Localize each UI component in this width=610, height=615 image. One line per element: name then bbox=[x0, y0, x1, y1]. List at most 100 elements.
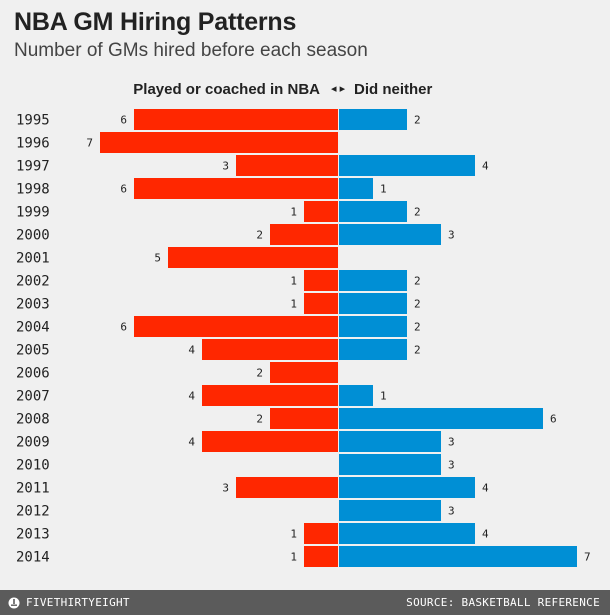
value-label-did-neither: 2 bbox=[414, 206, 421, 219]
bar-played-coached bbox=[304, 546, 338, 567]
year-label: 2008 bbox=[16, 412, 50, 428]
bar-did-neither bbox=[339, 201, 407, 222]
year-label: 2013 bbox=[16, 527, 50, 543]
year-label: 1995 bbox=[16, 113, 50, 129]
value-label-did-neither: 1 bbox=[380, 390, 387, 403]
bar-played-coached bbox=[236, 155, 338, 176]
year-label: 2005 bbox=[16, 343, 50, 359]
value-label-played-coached: 6 bbox=[120, 183, 127, 196]
value-label-played-coached: 4 bbox=[188, 390, 195, 403]
legend-right-label: Did neither bbox=[354, 81, 433, 98]
bar-chart: 1995 6 2 1996 7 1997 3 4 1998 6 1 1999 1 2 2000 2 3 2001 5… bbox=[16, 109, 591, 567]
bar-played-coached bbox=[270, 408, 338, 429]
fivethirtyeight-logo-icon bbox=[8, 597, 20, 608]
value-label-did-neither: 1 bbox=[380, 183, 387, 196]
bar-did-neither bbox=[339, 109, 407, 130]
year-label: 2000 bbox=[16, 228, 50, 244]
value-label-played-coached: 2 bbox=[256, 229, 263, 242]
bar-played-coached bbox=[134, 178, 338, 199]
bar-did-neither bbox=[339, 500, 441, 521]
value-label-played-coached: 2 bbox=[256, 367, 263, 380]
year-label: 2007 bbox=[16, 389, 50, 405]
value-label-played-coached: 1 bbox=[290, 551, 297, 564]
value-label-played-coached: 6 bbox=[120, 321, 127, 334]
year-label: 2012 bbox=[16, 504, 50, 520]
brand: FIVETHIRTYEIGHT bbox=[8, 596, 130, 609]
footer-bar: FIVETHIRTYEIGHT SOURCE: BASKETBALL REFER… bbox=[0, 590, 610, 615]
value-label-played-coached: 4 bbox=[188, 436, 195, 449]
year-label: 2006 bbox=[16, 366, 50, 382]
bar-did-neither bbox=[339, 431, 441, 452]
chart-title: NBA GM Hiring Patterns bbox=[14, 8, 297, 36]
bar-did-neither bbox=[339, 454, 441, 475]
legend-arrows-icon: ◂ ▸ bbox=[331, 83, 346, 95]
value-label-did-neither: 3 bbox=[448, 505, 455, 518]
legend-left-label: Played or coached in NBA bbox=[133, 81, 320, 98]
bar-did-neither bbox=[339, 155, 475, 176]
bar-played-coached bbox=[168, 247, 338, 268]
bar-did-neither bbox=[339, 224, 441, 245]
value-label-did-neither: 2 bbox=[414, 344, 421, 357]
bar-played-coached bbox=[304, 523, 338, 544]
value-label-played-coached: 5 bbox=[154, 252, 161, 265]
value-label-did-neither: 4 bbox=[482, 160, 489, 173]
value-label-did-neither: 2 bbox=[414, 298, 421, 311]
year-label: 2009 bbox=[16, 435, 50, 451]
brand-name: FIVETHIRTYEIGHT bbox=[26, 596, 130, 609]
year-label: 1997 bbox=[16, 159, 50, 175]
bar-did-neither bbox=[339, 477, 475, 498]
source-note: SOURCE: BASKETBALL REFERENCE bbox=[406, 596, 600, 609]
year-label: 2004 bbox=[16, 320, 50, 336]
chart-subtitle: Number of GMs hired before each season bbox=[14, 40, 368, 61]
value-label-played-coached: 4 bbox=[188, 344, 195, 357]
value-label-did-neither: 3 bbox=[448, 436, 455, 449]
value-label-played-coached: 3 bbox=[222, 482, 229, 495]
value-label-did-neither: 2 bbox=[414, 275, 421, 288]
bar-played-coached bbox=[236, 477, 338, 498]
value-label-played-coached: 6 bbox=[120, 114, 127, 127]
value-label-played-coached: 1 bbox=[290, 298, 297, 311]
value-label-did-neither: 3 bbox=[448, 459, 455, 472]
year-label: 2014 bbox=[16, 550, 50, 566]
bar-did-neither bbox=[339, 546, 577, 567]
bar-played-coached bbox=[202, 431, 338, 452]
bar-played-coached bbox=[270, 224, 338, 245]
value-label-played-coached: 7 bbox=[86, 137, 93, 150]
value-label-did-neither: 2 bbox=[414, 114, 421, 127]
value-label-did-neither: 4 bbox=[482, 528, 489, 541]
year-label: 1999 bbox=[16, 205, 50, 221]
value-label-played-coached: 1 bbox=[290, 206, 297, 219]
year-label: 1998 bbox=[16, 182, 50, 198]
bar-played-coached bbox=[134, 109, 338, 130]
bar-did-neither bbox=[339, 523, 475, 544]
value-label-did-neither: 3 bbox=[448, 229, 455, 242]
bar-did-neither bbox=[339, 339, 407, 360]
value-label-played-coached: 1 bbox=[290, 275, 297, 288]
value-label-did-neither: 6 bbox=[550, 413, 557, 426]
year-label: 2011 bbox=[16, 481, 50, 497]
year-label: 2002 bbox=[16, 274, 50, 290]
bar-played-coached bbox=[134, 316, 338, 337]
year-label: 2010 bbox=[16, 458, 50, 474]
bar-played-coached bbox=[304, 293, 338, 314]
bar-played-coached bbox=[202, 339, 338, 360]
bar-played-coached bbox=[270, 362, 338, 383]
year-label: 2003 bbox=[16, 297, 50, 313]
value-label-played-coached: 2 bbox=[256, 413, 263, 426]
bar-played-coached bbox=[304, 201, 338, 222]
value-label-did-neither: 4 bbox=[482, 482, 489, 495]
bar-did-neither bbox=[339, 178, 373, 199]
bar-played-coached bbox=[202, 385, 338, 406]
year-label: 1996 bbox=[16, 136, 50, 152]
value-label-played-coached: 3 bbox=[222, 160, 229, 173]
bar-did-neither bbox=[339, 316, 407, 337]
bar-did-neither bbox=[339, 408, 543, 429]
value-label-did-neither: 7 bbox=[584, 551, 591, 564]
bar-did-neither bbox=[339, 270, 407, 291]
bar-did-neither bbox=[339, 293, 407, 314]
bar-played-coached bbox=[304, 270, 338, 291]
value-label-did-neither: 2 bbox=[414, 321, 421, 334]
bar-played-coached bbox=[100, 132, 338, 153]
bar-did-neither bbox=[339, 385, 373, 406]
year-label: 2001 bbox=[16, 251, 50, 267]
